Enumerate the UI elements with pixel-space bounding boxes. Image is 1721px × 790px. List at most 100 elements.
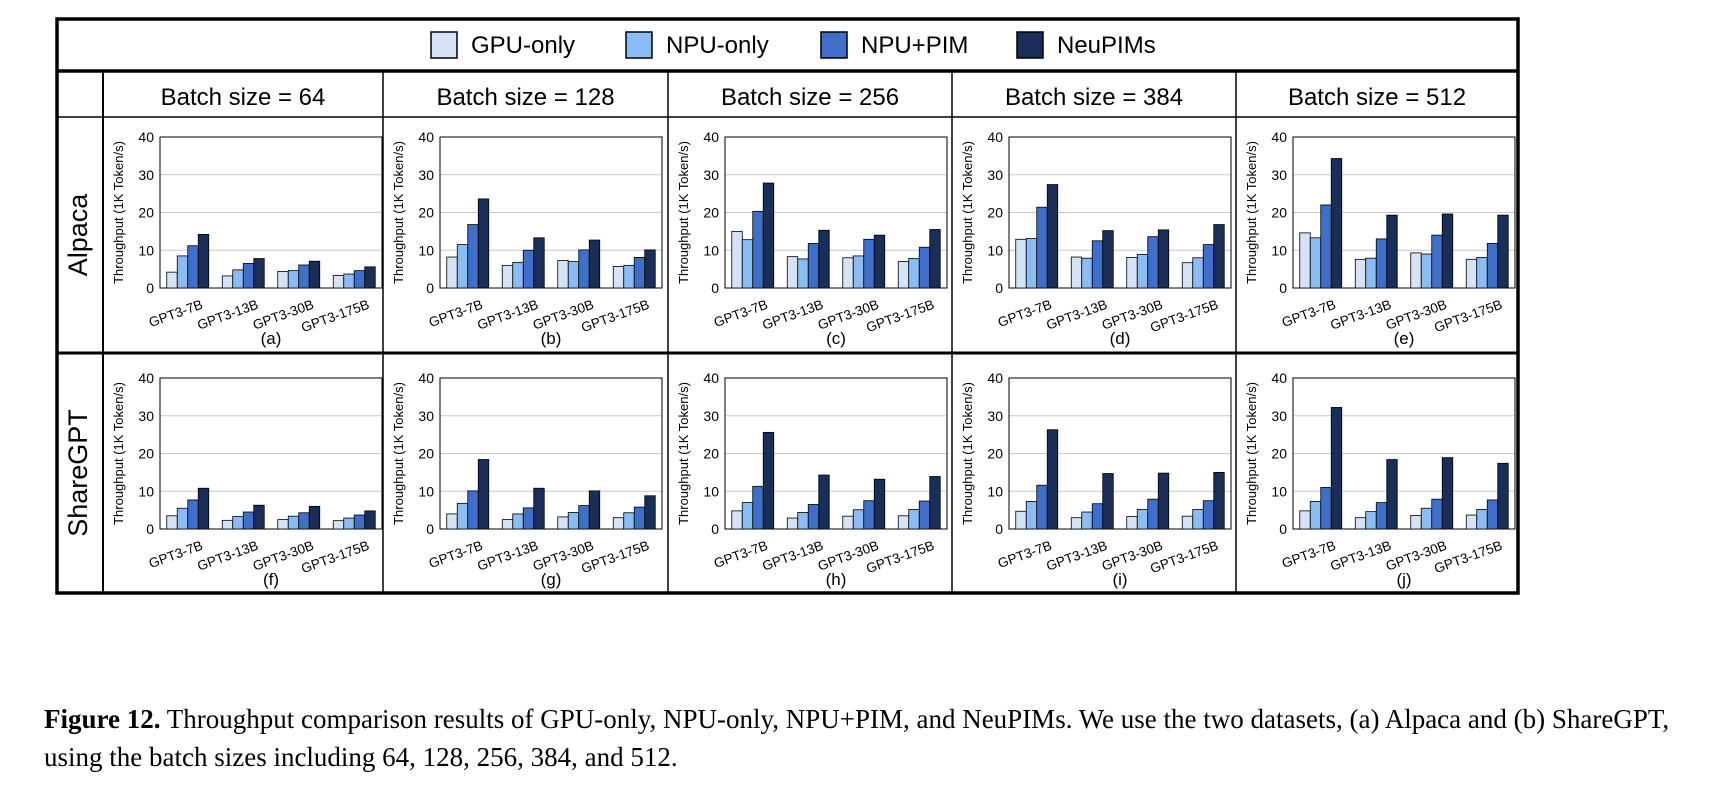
- bar: [807, 504, 820, 530]
- y-tick-label: 20: [987, 205, 1003, 221]
- bar: [873, 234, 886, 289]
- y-tick-label: 40: [987, 370, 1003, 386]
- bar: [623, 512, 635, 530]
- bar: [353, 270, 366, 289]
- legend-swatch: [430, 31, 458, 59]
- bar: [1081, 257, 1093, 289]
- subplot-label: (f): [263, 570, 279, 589]
- y-tick-label: 30: [1271, 408, 1287, 424]
- bar: [477, 459, 490, 530]
- bar: [852, 509, 865, 530]
- x-tick-label: GPT3-13B: [195, 538, 260, 574]
- bar: [797, 258, 809, 289]
- legend: GPU-only NPU-only NPU+PIM NeuPIMs: [430, 31, 1156, 59]
- bar: [1365, 257, 1377, 289]
- bar: [477, 198, 490, 289]
- plot-area: [439, 377, 663, 530]
- bar: [1465, 514, 1478, 530]
- bar: [1330, 158, 1343, 289]
- bar: [1476, 257, 1488, 289]
- x-tick-label: GPT3-13B: [1328, 297, 1393, 333]
- legend-label: NeuPIMs: [1057, 32, 1156, 59]
- plot-area: [159, 377, 383, 530]
- bar: [644, 495, 656, 530]
- y-axis-label: Throughput (1K Token/s): [391, 382, 406, 525]
- y-tick-label: 0: [1279, 280, 1287, 296]
- bar: [863, 500, 875, 530]
- bar: [1431, 234, 1443, 289]
- y-tick-label: 0: [1279, 521, 1287, 537]
- y-tick-label: 20: [987, 446, 1003, 462]
- subplot-label: (e): [1394, 329, 1415, 348]
- bar: [752, 485, 764, 530]
- y-axis-label: Throughput (1K Token/s): [1244, 141, 1259, 284]
- bar: [1386, 214, 1398, 289]
- bar: [786, 256, 799, 289]
- subplot-label: (d): [1110, 329, 1131, 348]
- bar: [557, 516, 569, 530]
- chart-c: 0 10 20 30 40 Throughput (1K Token/s) GPT3-7BG…: [676, 129, 948, 348]
- bar: [1299, 510, 1311, 530]
- plot-area: [724, 377, 948, 530]
- chart-b: 0 10 20 30 40 Throughput (1K Token/s) GPT3-7BG…: [391, 129, 663, 348]
- figure-caption: Figure 12. Throughput comparison results…: [44, 700, 1684, 776]
- y-axis-label: Throughput (1K Token/s): [111, 382, 126, 525]
- legend-swatch: [1016, 31, 1044, 59]
- y-tick-label: 20: [1271, 446, 1287, 462]
- bar: [897, 261, 910, 289]
- bar: [633, 506, 646, 530]
- x-tick-label: GPT3-7B: [147, 538, 205, 571]
- bar: [253, 504, 265, 530]
- bar: [842, 515, 854, 530]
- y-tick-label: 20: [703, 446, 719, 462]
- bar: [364, 266, 376, 289]
- x-tick-label: GPT3-7B: [996, 538, 1054, 571]
- bar: [187, 245, 199, 289]
- bar: [187, 499, 199, 530]
- column-headers: Batch size = 64 Batch size = 128 Batch siz…: [161, 84, 1466, 111]
- bar: [522, 249, 535, 289]
- column-header: Batch size = 384: [1005, 84, 1183, 111]
- chart-f: 0 10 20 30 40 Throughput (1K Token/s) GPT3-7BG…: [111, 370, 383, 589]
- bar: [287, 270, 300, 289]
- bar: [1091, 240, 1104, 289]
- bar: [1441, 457, 1454, 530]
- plot-area: [439, 136, 663, 289]
- bar: [1147, 498, 1159, 530]
- bar: [166, 515, 178, 530]
- subplot-label: (g): [541, 570, 562, 589]
- outer-border: [55, 17, 1520, 595]
- bar: [1036, 206, 1048, 289]
- bar: [762, 431, 775, 530]
- bar: [1441, 213, 1454, 289]
- subplot-label: (a): [261, 329, 282, 348]
- bar: [1309, 501, 1322, 530]
- bar: [1102, 230, 1114, 289]
- y-tick-label: 20: [138, 205, 154, 221]
- y-tick-label: 40: [987, 129, 1003, 145]
- subplot-label: (b): [541, 329, 562, 348]
- bar: [578, 505, 590, 530]
- y-tick-label: 0: [711, 280, 719, 296]
- bar: [1015, 510, 1027, 530]
- bar: [1410, 515, 1422, 530]
- bar: [287, 515, 300, 530]
- y-tick-label: 10: [138, 483, 154, 499]
- bar: [1213, 224, 1225, 289]
- bar: [353, 514, 366, 530]
- legend-swatch: [625, 31, 653, 59]
- bar: [308, 505, 321, 530]
- bar: [1309, 237, 1322, 289]
- bar: [612, 517, 625, 530]
- subplot-label: (c): [826, 329, 846, 348]
- bar: [1486, 499, 1499, 530]
- bar: [1420, 507, 1433, 530]
- bar: [1420, 253, 1433, 289]
- bar: [1213, 471, 1225, 530]
- bar: [343, 273, 355, 289]
- x-tick-label: GPT3-7B: [427, 538, 485, 571]
- bar: [446, 513, 458, 530]
- y-tick-label: 30: [138, 167, 154, 183]
- bar: [298, 264, 310, 289]
